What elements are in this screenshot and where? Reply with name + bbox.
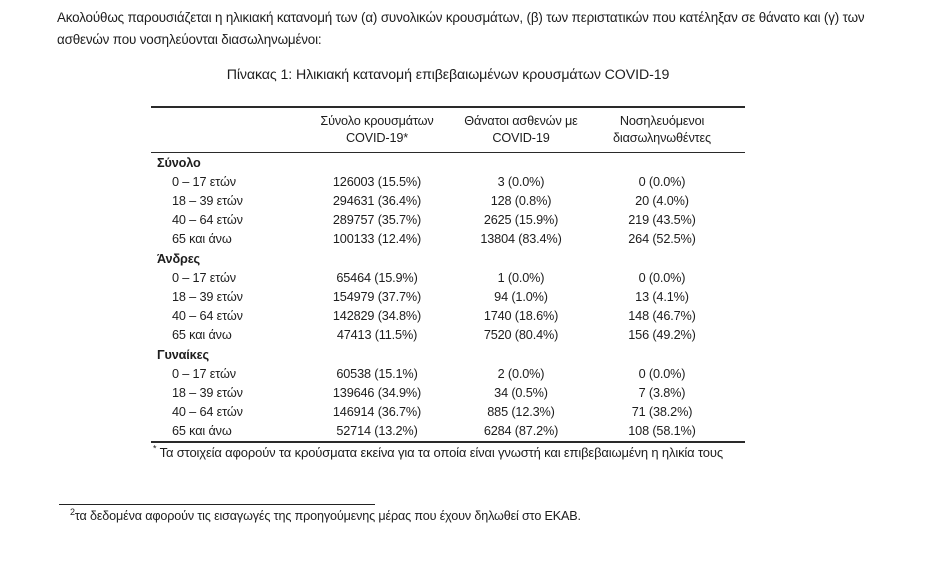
- deaths-value: 128 (0.8%): [490, 194, 552, 208]
- table-row: 0 – 17 ετών 65464 (15.9%) 1 (0.0%) 0 (0.0%): [151, 269, 745, 288]
- deaths-value: 3 (0.0%): [497, 175, 545, 189]
- table-row: 65 και άνω 47413 (11.5%) 7520 (80.4%) 156 (…: [151, 326, 745, 345]
- table-row: 18 – 39 ετών 294631 (36.4%) 128 (0.8%) 20 (…: [151, 192, 745, 211]
- intubated-value: 13 (4.1%): [635, 290, 689, 304]
- table-footnote: * Τα στοιχεία αφορούν τα κρούσματα εκείν…: [153, 443, 724, 460]
- table-row: 18 – 39 ετών 154979 (37.7%) 94 (1.0%) 13 (4…: [151, 288, 745, 307]
- intubated-value: 156 (49.2%): [628, 328, 696, 342]
- intubated-value: 0 (0.0%): [638, 175, 686, 189]
- table-row: 18 – 39 ετών 139646 (34.9%) 34 (0.5%) 7 (3.…: [151, 384, 745, 403]
- intubated-value: 264 (52.5%): [628, 232, 696, 246]
- covid-age-table: Σύνολο κρουσμάτων COVID-19* Θάνατοι ασθε…: [151, 106, 745, 443]
- deaths-value: 1740 (18.6%): [483, 309, 559, 323]
- table-row: 0 – 17 ετών 60538 (15.1%) 2 (0.0%) 0 (0.0%): [151, 365, 745, 384]
- deaths-value: 885 (12.3%): [487, 405, 555, 419]
- total-cases-value: 294631 (36.4%): [332, 194, 422, 208]
- empty-cell: [579, 249, 745, 270]
- total-cases-value: 146914 (36.7%): [332, 405, 422, 419]
- age-label: 0 – 17 ετών: [172, 367, 236, 381]
- total-cases-value: 47413 (11.5%): [336, 328, 418, 342]
- table-body: Σύνολο 0 – 17 ετών 126003 (15.5%) 3 (0.0%) 0…: [151, 153, 745, 441]
- empty-cell: [579, 345, 745, 366]
- age-label: 40 – 64 ετών: [172, 309, 243, 323]
- total-cases-value: 100133 (12.4%): [332, 232, 422, 246]
- age-label: 18 – 39 ετών: [172, 290, 243, 304]
- total-cases-value: 52714 (13.2%): [336, 424, 418, 438]
- section-label: Άνδρες: [157, 252, 201, 266]
- footnote-asterisk: *: [153, 443, 157, 454]
- table-row: 40 – 64 ετών 146914 (36.7%) 885 (12.3%) 71 …: [151, 403, 745, 422]
- empty-cell: [463, 345, 579, 366]
- table-row: 65 και άνω 100133 (12.4%) 13804 (83.4%) 264…: [151, 230, 745, 249]
- intro-line-2: ασθενών που νοσηλεύονται διασωληνωμένοι:: [57, 31, 322, 47]
- intubated-value: 108 (58.1%): [628, 424, 696, 438]
- page-footnote-marker: 2: [70, 506, 75, 517]
- deaths-value: 1 (0.0%): [497, 271, 545, 285]
- empty-cell: [291, 153, 463, 174]
- intubated-value: 7 (3.8%): [638, 386, 686, 400]
- intubated-value: 20 (4.0%): [635, 194, 689, 208]
- intubated-value: 148 (46.7%): [628, 309, 696, 323]
- age-label: 65 και άνω: [172, 424, 232, 438]
- page-footnote-text: τα δεδομένα αφορούν τις εισαγωγές της πρ…: [74, 509, 581, 523]
- total-cases-value: 142829 (34.8%): [332, 309, 422, 323]
- intubated-value: 219 (43.5%): [628, 213, 696, 227]
- age-label: 18 – 39 ετών: [172, 386, 243, 400]
- table-row: 65 και άνω 52714 (13.2%) 6284 (87.2%) 108 (…: [151, 422, 745, 441]
- empty-cell: [579, 153, 745, 174]
- intubated-value: 0 (0.0%): [638, 271, 686, 285]
- deaths-value: 2625 (15.9%): [483, 213, 559, 227]
- page-footnote: 2τα δεδομένα αφορούν τις εισαγωγές της π…: [70, 506, 581, 523]
- deaths-value: 7520 (80.4%): [483, 328, 559, 342]
- table-row: 40 – 64 ετών 142829 (34.8%) 1740 (18.6%) 14…: [151, 307, 745, 326]
- total-cases-value: 65464 (15.9%): [336, 271, 418, 285]
- table-row: 40 – 64 ετών 289757 (35.7%) 2625 (15.9%) 21…: [151, 211, 745, 230]
- total-cases-value: 139646 (34.9%): [332, 386, 422, 400]
- total-cases-value: 154979 (37.7%): [332, 290, 422, 304]
- section-label: Γυναίκες: [157, 348, 209, 362]
- footnote-separator-line: [59, 504, 375, 505]
- total-cases-value: 126003 (15.5%): [332, 175, 422, 189]
- table-section-row: Γυναίκες: [151, 345, 745, 365]
- deaths-value: 34 (0.5%): [494, 386, 548, 400]
- table-footnote-text: Τα στοιχεία αφορούν τα κρούσματα εκείνα …: [159, 445, 724, 460]
- age-label: 40 – 64 ετών: [172, 213, 243, 227]
- deaths-value: 94 (1.0%): [494, 290, 548, 304]
- age-label: 40 – 64 ετών: [172, 405, 243, 419]
- intro-line-1: Ακολούθως παρουσιάζεται η ηλικιακή καταν…: [57, 10, 865, 25]
- header-intubated: Νοσηλευόμενοι διασωληνωθέντες: [613, 114, 711, 145]
- table-title: Πίνακας 1: Ηλικιακή κατανομή επιβεβαιωμέ…: [226, 67, 670, 83]
- age-label: 18 – 39 ετών: [172, 194, 243, 208]
- empty-cell: [463, 153, 579, 174]
- deaths-value: 6284 (87.2%): [483, 424, 559, 438]
- deaths-value: 2 (0.0%): [497, 367, 545, 381]
- table-section-row: Άνδρες: [151, 249, 745, 269]
- age-label: 65 και άνω: [172, 328, 232, 342]
- intubated-value: 0 (0.0%): [638, 367, 686, 381]
- header-total-cases: Σύνολο κρουσμάτων COVID-19*: [320, 114, 434, 145]
- deaths-value: 13804 (83.4%): [480, 232, 562, 246]
- age-label: 65 και άνω: [172, 232, 232, 246]
- intro-paragraph: Ακολούθως παρουσιάζεται η ηλικιακή καταν…: [57, 7, 927, 50]
- age-label: 0 – 17 ετών: [172, 271, 236, 285]
- table-row: 0 – 17 ετών 126003 (15.5%) 3 (0.0%) 0 (0.0%…: [151, 173, 745, 192]
- total-cases-value: 60538 (15.1%): [336, 367, 418, 381]
- age-label: 0 – 17 ετών: [172, 175, 236, 189]
- table-header-row: Σύνολο κρουσμάτων COVID-19* Θάνατοι ασθε…: [151, 108, 745, 153]
- empty-cell: [291, 249, 463, 270]
- intubated-value: 71 (38.2%): [631, 405, 693, 419]
- total-cases-value: 289757 (35.7%): [332, 213, 422, 227]
- table-section-row: Σύνολο: [151, 153, 745, 173]
- empty-cell: [291, 345, 463, 366]
- empty-cell: [463, 249, 579, 270]
- header-deaths: Θάνατοι ασθενών με COVID-19: [464, 114, 578, 145]
- section-label: Σύνολο: [157, 156, 201, 170]
- header-empty-cell: [151, 113, 291, 146]
